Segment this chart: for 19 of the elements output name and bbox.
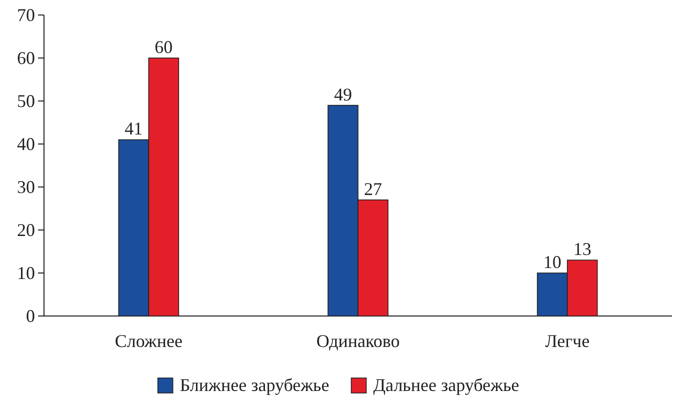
data-label: 41 (124, 118, 143, 139)
data-label: 10 (543, 252, 562, 272)
y-tick-label: 10 (17, 262, 35, 283)
y-tick-label: 50 (17, 90, 35, 111)
x-tick-label: Сложнее (114, 330, 182, 351)
data-label: 49 (334, 84, 352, 104)
legend-label: Дальнее зарубежье (373, 375, 520, 395)
data-label: 27 (364, 178, 382, 199)
data-label: 60 (154, 37, 173, 57)
y-tick-label: 20 (17, 220, 35, 240)
y-tick-label: 60 (17, 48, 35, 68)
data-label: 13 (573, 239, 592, 260)
y-tick-label: 0 (26, 306, 35, 326)
legend-label: Ближнее зарубежье (180, 375, 330, 395)
y-tick-label: 70 (17, 4, 35, 25)
x-tick-label: Легче (545, 330, 590, 351)
y-tick-label: 30 (17, 176, 35, 197)
x-tick-label: Одинаково (316, 330, 400, 351)
y-tick-label: 40 (17, 134, 35, 154)
